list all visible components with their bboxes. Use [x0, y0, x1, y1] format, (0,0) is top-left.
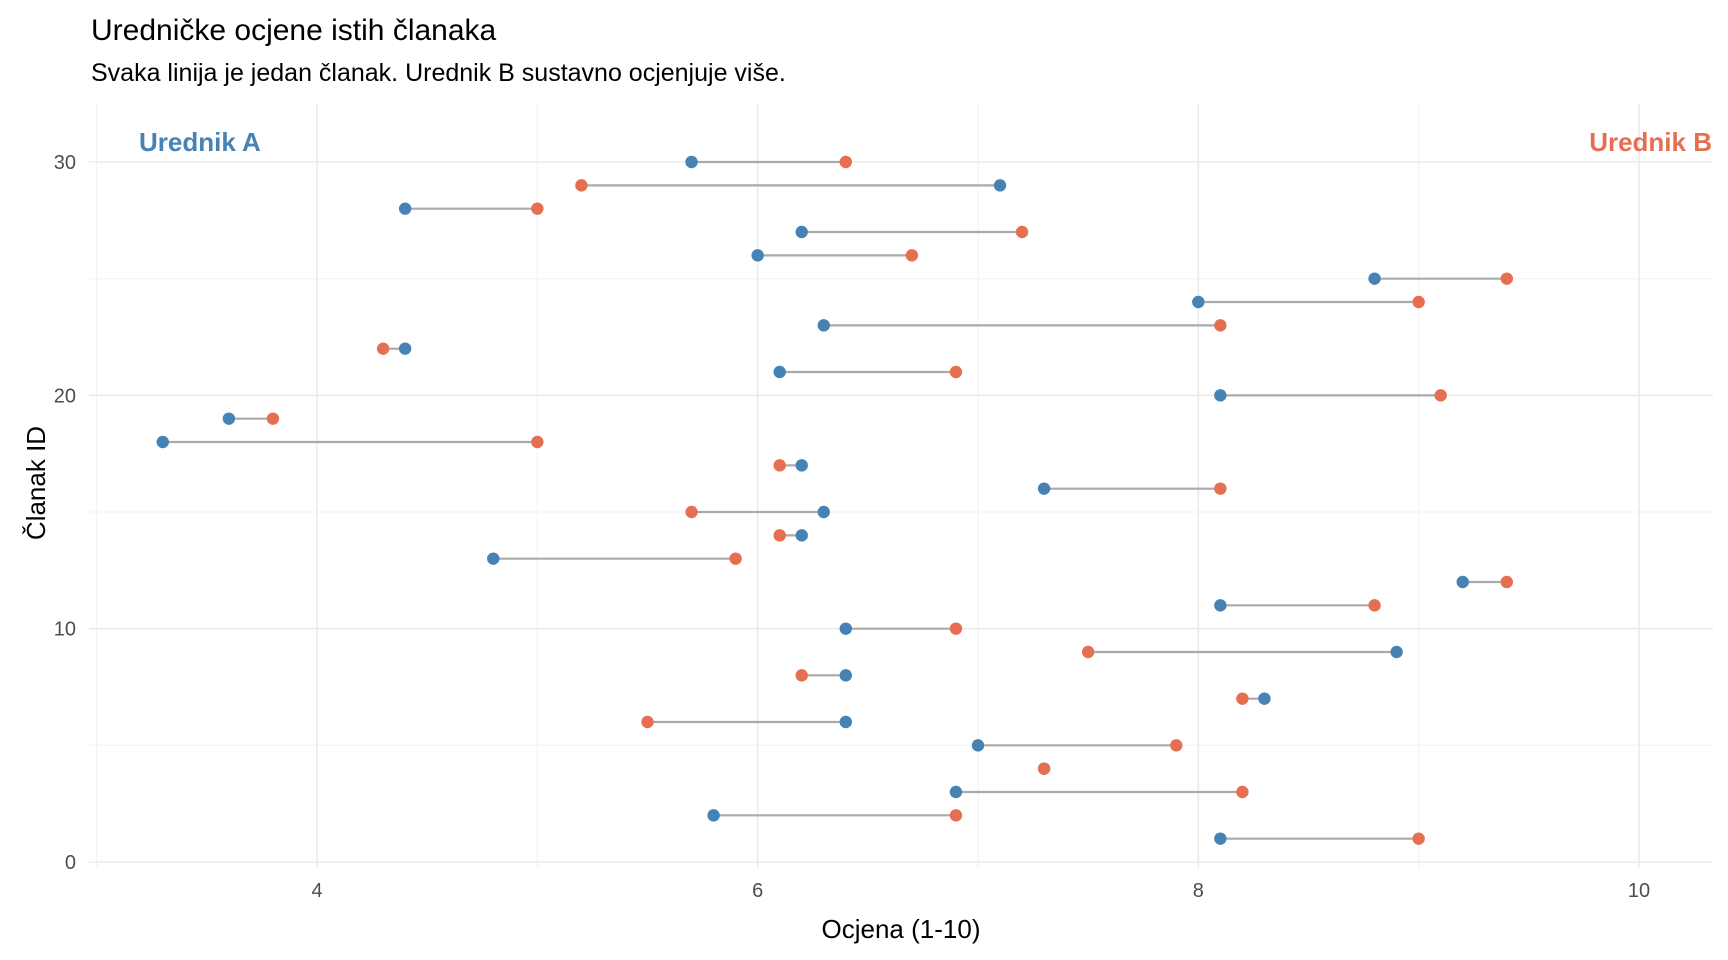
point-urednik-a — [1214, 832, 1227, 845]
y-tick-label: 10 — [54, 619, 76, 641]
point-urednik-a — [685, 155, 698, 169]
point-urednik-b — [1236, 785, 1249, 799]
point-urednik-b — [773, 529, 786, 542]
point-urednik-b — [1015, 225, 1029, 239]
point-urednik-b — [729, 552, 742, 565]
point-urednik-a — [1390, 645, 1403, 659]
point-urednik-a — [839, 715, 852, 729]
point-urednik-b — [641, 715, 654, 729]
point-urednik-b — [949, 622, 963, 635]
point-urednik-b — [685, 505, 698, 519]
point-urednik-b — [1500, 272, 1513, 285]
annotation-urednik-b: Urednik B — [1589, 127, 1712, 157]
point-urednik-b — [376, 342, 390, 355]
point-urednik-a — [1037, 482, 1051, 495]
point-urednik-a — [1214, 389, 1227, 402]
point-urednik-a — [993, 179, 1007, 192]
point-urednik-a — [773, 365, 786, 379]
point-urednik-b — [1236, 692, 1249, 705]
x-tick-label: 6 — [752, 880, 763, 902]
point-urednik-a — [487, 552, 500, 565]
point-urednik-b — [531, 435, 544, 449]
point-urednik-a — [795, 459, 808, 472]
segments — [162, 160, 1507, 840]
point-urednik-a — [1368, 272, 1381, 285]
point-urednik-b — [839, 155, 852, 169]
x-tick-label: 4 — [311, 880, 322, 902]
point-urednik-b — [1170, 739, 1183, 752]
point-urednik-a — [839, 669, 852, 682]
point-urednik-a — [795, 529, 808, 542]
point-urednik-a — [817, 505, 830, 519]
point-urednik-a — [751, 249, 764, 262]
point-urednik-a — [795, 225, 808, 239]
point-urednik-a — [1456, 575, 1469, 589]
points-urednik-a — [156, 155, 1469, 845]
grid-lines — [89, 104, 1713, 868]
y-tick-label: 20 — [54, 385, 76, 407]
point-urednik-b — [266, 412, 280, 425]
x-axis-title: Ocjena (1-10) — [822, 914, 981, 944]
y-axis-ticks: 0 10 20 30 — [54, 152, 76, 874]
point-urednik-b — [949, 809, 963, 822]
point-urednik-b — [795, 669, 808, 682]
point-urednik-a — [398, 342, 412, 355]
point-urednik-b — [575, 179, 588, 192]
x-tick-label: 8 — [1193, 880, 1204, 902]
point-urednik-b — [1412, 832, 1425, 845]
point-urednik-a — [971, 739, 985, 752]
point-urednik-b — [1037, 762, 1051, 775]
point-urednik-b — [1500, 575, 1513, 589]
point-urednik-a — [839, 622, 852, 635]
point-urednik-b — [949, 365, 963, 379]
chart-title: Uredničke ocjene istih članaka — [91, 14, 497, 47]
point-urednik-a — [1258, 692, 1271, 705]
point-urednik-b — [1081, 645, 1095, 659]
point-urednik-a — [1214, 599, 1227, 612]
chart-subtitle: Svaka linija je jedan članak. Urednik B … — [91, 59, 786, 87]
point-urednik-a — [949, 785, 963, 799]
point-urednik-b — [1412, 295, 1425, 309]
point-urednik-b — [773, 459, 786, 472]
point-urednik-a — [398, 202, 412, 215]
y-axis-title: Članak ID — [21, 426, 51, 540]
points-urednik-b — [266, 155, 1513, 845]
point-urednik-a — [707, 809, 720, 822]
y-tick-label: 30 — [54, 152, 76, 174]
point-urednik-b — [1214, 482, 1227, 495]
y-tick-label: 0 — [65, 852, 76, 874]
point-urednik-a — [1192, 295, 1205, 309]
point-urednik-b — [1434, 389, 1447, 402]
point-urednik-a — [817, 319, 830, 332]
point-urednik-b — [531, 202, 544, 215]
point-urednik-b — [1368, 599, 1381, 612]
x-tick-label: 10 — [1628, 880, 1650, 902]
x-axis-ticks: 4 6 8 10 — [311, 880, 1650, 902]
point-urednik-a — [222, 412, 236, 425]
point-urednik-a — [156, 435, 169, 449]
point-urednik-b — [1214, 319, 1227, 332]
point-urednik-b — [905, 249, 919, 262]
annotation-urednik-a: Urednik A — [139, 127, 261, 157]
